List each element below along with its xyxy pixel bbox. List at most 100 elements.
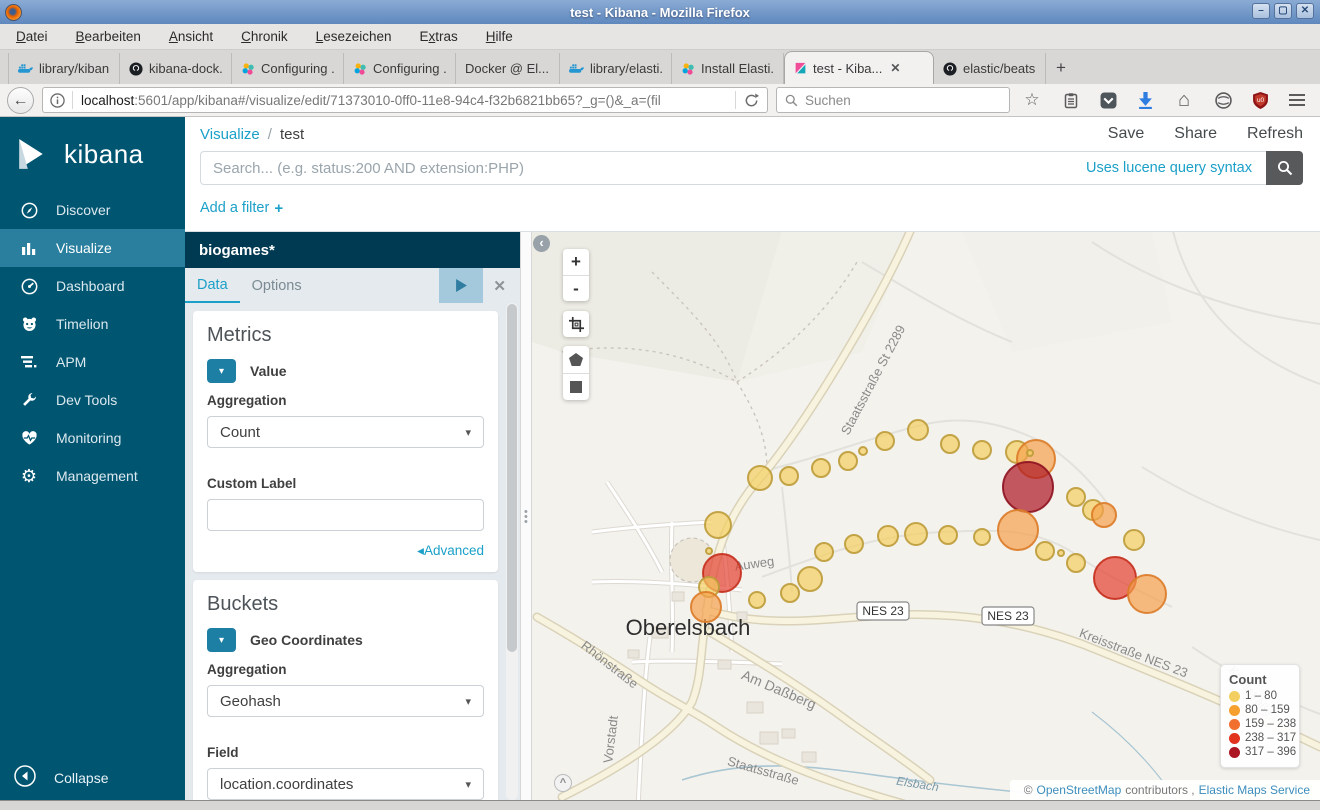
geohash-circle[interactable] — [705, 547, 713, 555]
fit-bounds-button[interactable] — [563, 311, 589, 337]
browser-search-field[interactable]: Suchen — [776, 87, 1010, 113]
geohash-circle[interactable] — [973, 528, 991, 546]
metric-toggle-button[interactable]: ▾ — [207, 359, 236, 383]
save-button[interactable]: Save — [1107, 125, 1145, 142]
url-bar[interactable]: localhost:5601/app/kibana#/visualize/edi… — [42, 87, 768, 113]
close-button[interactable]: ✕ — [1296, 3, 1314, 19]
sidebar-item-visualize[interactable]: Visualize — [0, 229, 185, 267]
tab-options[interactable]: Options — [251, 277, 302, 294]
geohash-circle[interactable] — [780, 583, 800, 603]
refresh-button[interactable]: Refresh — [1246, 125, 1303, 142]
geohash-circle[interactable] — [940, 434, 960, 454]
browser-tab[interactable]: Configuring ... — [232, 53, 344, 84]
new-tab-button[interactable]: + — [1056, 58, 1066, 77]
menu-ansicht[interactable]: Ansicht — [168, 29, 214, 44]
coordinate-map[interactable]: NES 23 NES 23 Staatsstraße St 2289 Auweg A… — [532, 232, 1320, 800]
minimize-button[interactable]: – — [1252, 3, 1270, 19]
custom-label-input[interactable] — [207, 499, 484, 531]
menu-hilfe[interactable]: Hilfe — [485, 29, 513, 44]
bucket-toggle-button[interactable]: ▾ — [207, 628, 236, 652]
sidebar-item-devtools[interactable]: Dev Tools — [0, 381, 185, 419]
browser-tab[interactable]: Docker @ El... — [456, 53, 560, 84]
sidebar-item-discover[interactable]: Discover — [0, 191, 185, 229]
apply-changes-button[interactable] — [439, 268, 484, 303]
browser-tab[interactable]: Configuring ... — [344, 53, 456, 84]
panel-resize-handle[interactable]: • • • — [520, 232, 532, 800]
geohash-circle[interactable] — [838, 451, 858, 471]
draw-rectangle-button[interactable] — [563, 373, 589, 400]
bucket-aggregation-select[interactable]: Geohash ▾ — [207, 685, 484, 717]
bookmark-star-icon[interactable]: ☆ — [1024, 90, 1040, 109]
geohash-circle[interactable] — [690, 591, 722, 623]
browser-tab[interactable]: Install Elasti... — [672, 53, 784, 84]
url-text[interactable]: localhost:5601/app/kibana#/visualize/edi… — [81, 92, 661, 108]
sidebar-item-monitoring[interactable]: Monitoring — [0, 419, 185, 457]
discard-changes-icon[interactable]: ✕ — [493, 277, 506, 295]
browser-tab[interactable]: library/kiban... — [8, 53, 120, 84]
browser-tab-active[interactable]: test - Kiba... ✕ — [784, 51, 934, 84]
geohash-circle[interactable] — [748, 591, 766, 609]
site-info-icon[interactable] — [50, 92, 65, 108]
geohash-circle[interactable] — [844, 534, 864, 554]
menu-chronik[interactable]: Chronik — [241, 29, 288, 44]
reload-icon[interactable] — [744, 92, 759, 108]
geohash-circle[interactable] — [1026, 449, 1034, 457]
geohash-circle[interactable] — [1066, 487, 1086, 507]
sidebar-item-timelion[interactable]: Timelion — [0, 305, 185, 343]
geohash-circle[interactable] — [779, 466, 799, 486]
zoom-in-button[interactable]: + — [571, 252, 581, 271]
home-icon[interactable]: ⌂ — [1177, 89, 1191, 111]
draw-polygon-button[interactable] — [563, 346, 589, 373]
geohash-circle[interactable] — [907, 419, 929, 441]
browser-tab[interactable]: library/elasti... — [560, 53, 672, 84]
panel-scrollbar[interactable] — [506, 303, 518, 800]
add-filter-link[interactable]: Add a filter — [200, 200, 270, 216]
back-button[interactable]: ← — [7, 86, 34, 114]
geohash-circle[interactable] — [1123, 529, 1145, 551]
geohash-circle[interactable] — [858, 446, 868, 456]
geohash-circle[interactable] — [997, 509, 1039, 551]
tab-data[interactable]: Data — [185, 268, 240, 303]
add-filter-plus-icon[interactable]: + — [274, 199, 284, 217]
geohash-circle[interactable] — [1002, 461, 1054, 513]
query-search-button[interactable] — [1266, 151, 1303, 185]
menu-extras[interactable]: Extras — [419, 29, 458, 44]
menu-hamburger-icon[interactable] — [1289, 91, 1305, 109]
menu-bearbeiten[interactable]: Bearbeiten — [75, 29, 141, 44]
geohash-circle[interactable] — [1066, 553, 1086, 573]
sidebar-collapse[interactable]: Collapse — [0, 765, 108, 790]
geohash-circle[interactable] — [1091, 502, 1117, 528]
elastic-maps-link[interactable]: Elastic Maps Service — [1198, 783, 1310, 797]
tab-close-icon[interactable]: ✕ — [890, 61, 901, 75]
lucene-syntax-link[interactable]: Uses lucene query syntax — [1085, 160, 1252, 176]
bucket-field-select[interactable]: location.coordinates ▾ — [207, 768, 484, 800]
geohash-circle[interactable] — [1127, 574, 1167, 614]
pocket-icon[interactable] — [1100, 92, 1117, 109]
ublock-shield-icon[interactable]: u0 — [1253, 91, 1268, 109]
attribution-toggle-icon[interactable]: ^ — [554, 774, 572, 792]
openstreetmap-link[interactable]: OpenStreetMap — [1036, 783, 1122, 797]
map-panel-collapse-icon[interactable]: ‹ — [533, 235, 550, 252]
geohash-circle[interactable] — [1057, 549, 1065, 557]
bookmarks-sidebar-icon[interactable] — [1063, 92, 1079, 109]
advanced-link[interactable]: ◂Advanced — [417, 543, 484, 558]
browser-tab[interactable]: kibana-dock... — [120, 53, 232, 84]
geohash-circle[interactable] — [938, 525, 958, 545]
downloads-icon[interactable] — [1138, 91, 1153, 109]
sidebar-item-apm[interactable]: APM — [0, 343, 185, 381]
zoom-out-button[interactable]: - — [563, 275, 589, 301]
breadcrumb-visualize-link[interactable]: Visualize — [200, 125, 260, 143]
browser-tab[interactable]: elastic/beats... — [934, 53, 1046, 84]
metric-aggregation-select[interactable]: Count ▾ — [207, 416, 484, 448]
geohash-circle[interactable] — [877, 525, 899, 547]
query-input[interactable]: Search... (e.g. status:200 AND extension… — [200, 151, 1266, 185]
sidebar-item-dashboard[interactable]: Dashboard — [0, 267, 185, 305]
maximize-button[interactable]: ▢ — [1274, 3, 1292, 19]
geohash-circle[interactable] — [904, 522, 928, 546]
geohash-circle[interactable] — [797, 566, 823, 592]
extension-icon[interactable] — [1215, 91, 1232, 109]
menu-lesezeichen[interactable]: Lesezeichen — [315, 29, 392, 44]
geohash-circle[interactable] — [747, 465, 773, 491]
geohash-circle[interactable] — [814, 542, 834, 562]
geohash-circle[interactable] — [811, 458, 831, 478]
